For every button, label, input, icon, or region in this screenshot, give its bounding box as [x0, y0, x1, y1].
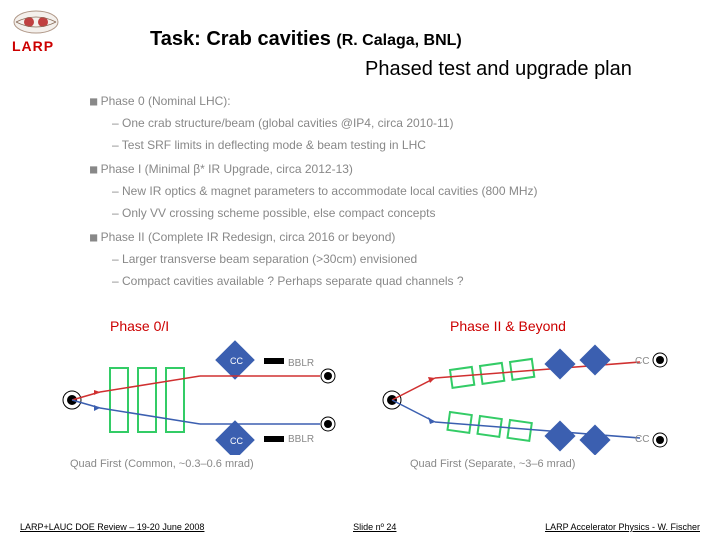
- title-main: Task: Crab cavities: [150, 28, 331, 50]
- diagram-title: Phase II & Beyond: [450, 318, 566, 334]
- slide-title: Task: Crab cavities (R. Calaga, BNL): [150, 28, 462, 51]
- bullet-icon: ■: [90, 94, 97, 108]
- svg-text:CC: CC: [230, 356, 243, 366]
- outline-item-0: ■ Phase 0 (Nominal LHC):: [90, 92, 690, 110]
- logo-icon: [12, 10, 60, 34]
- outline-sub: – Compact cavities available ? Perhaps s…: [112, 272, 690, 290]
- footer-left: LARP+LAUC DOE Review – 19-20 June 2008: [20, 522, 204, 532]
- bullet-icon: ■: [90, 162, 97, 176]
- diagram-area: Phase 0/I CC BBLR: [40, 318, 690, 488]
- svg-text:CC: CC: [230, 436, 243, 446]
- logo-block: LARP: [12, 10, 72, 54]
- outline-item-1: ■ Phase I (Minimal β* IR Upgrade, circa …: [90, 160, 690, 178]
- bullet-icon: ■: [90, 230, 97, 244]
- outline-item-2: ■ Phase II (Complete IR Redesign, circa …: [90, 228, 690, 246]
- svg-text:BBLR: BBLR: [288, 358, 314, 369]
- outline-sub: – Only VV crossing scheme possible, else…: [112, 204, 690, 222]
- svg-text:CC: CC: [635, 434, 649, 445]
- outline-sub: – New IR optics & magnet parameters to a…: [112, 182, 690, 200]
- outline-label: Phase I (Minimal β* IR Upgrade, circa 20…: [101, 162, 353, 176]
- outline-content: ■ Phase 0 (Nominal LHC): – One crab stru…: [90, 86, 690, 290]
- diagram-caption: Quad First (Common, ~0.3–0.6 mrad): [70, 458, 254, 470]
- diagram-svg-right: CC CC: [380, 340, 700, 455]
- footer-center: Slide nº 24: [353, 522, 396, 532]
- outline-sub: – Larger transverse beam separation (>30…: [112, 250, 690, 268]
- outline-label: Phase II (Complete IR Redesign, circa 20…: [101, 230, 396, 244]
- slide-subtitle: Phased test and upgrade plan: [365, 58, 632, 81]
- footer-right: LARP Accelerator Physics - W. Fischer: [545, 522, 700, 532]
- outline-label: Phase 0 (Nominal LHC):: [101, 94, 231, 108]
- svg-text:BBLR: BBLR: [288, 434, 314, 445]
- diagram-title: Phase 0/I: [110, 318, 169, 334]
- title-sub: (R. Calaga, BNL): [336, 32, 461, 49]
- diagram-caption: Quad First (Separate, ~3–6 mrad): [410, 458, 575, 470]
- diagram-svg-left: CC BBLR CC BBLR: [60, 340, 360, 455]
- svg-text:CC: CC: [635, 356, 649, 367]
- footer: LARP+LAUC DOE Review – 19-20 June 2008 S…: [20, 522, 700, 532]
- logo-text: LARP: [12, 38, 72, 54]
- outline-sub: – Test SRF limits in deflecting mode & b…: [112, 136, 690, 154]
- outline-sub: – One crab structure/beam (global caviti…: [112, 114, 690, 132]
